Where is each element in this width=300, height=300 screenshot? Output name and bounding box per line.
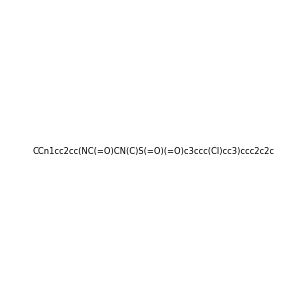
Text: CCn1cc2cc(NC(=O)CN(C)S(=O)(=O)c3ccc(Cl)cc3)ccc2c2c: CCn1cc2cc(NC(=O)CN(C)S(=O)(=O)c3ccc(Cl)c… [33,147,275,156]
